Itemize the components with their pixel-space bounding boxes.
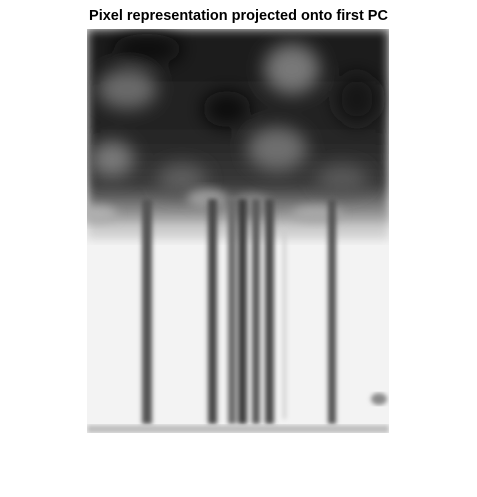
grayscale-projection-image — [87, 29, 389, 433]
figure-title: Pixel representation projected onto firs… — [89, 8, 388, 24]
